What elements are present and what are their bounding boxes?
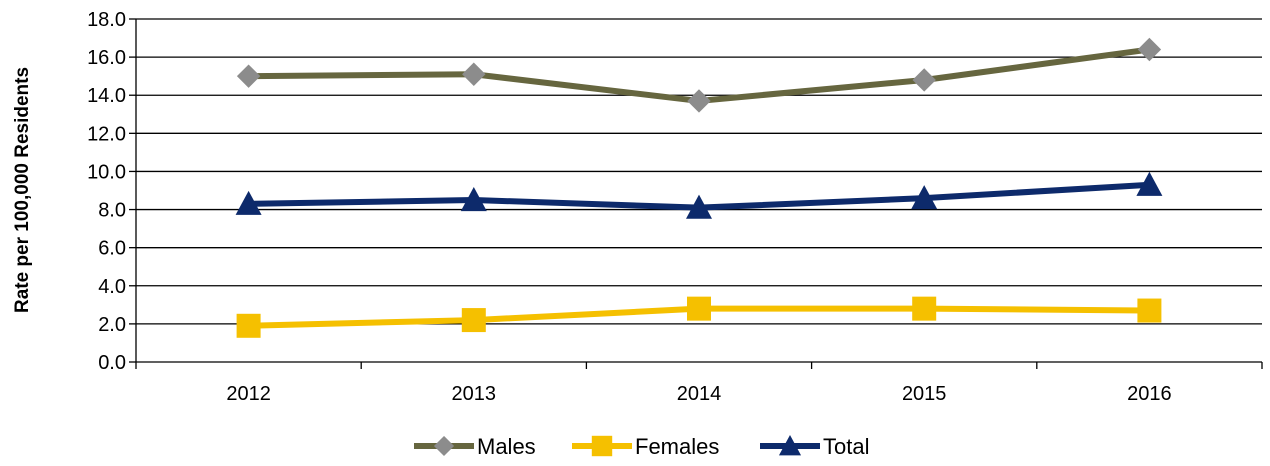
y-tick-labels: 0.0 2.0 4.0 6.0 8.0 10.0 12.0 14.0 16.0 18.0 xyxy=(87,9,126,374)
y-tick-label: 2.0 xyxy=(98,314,126,336)
legend: Males Females Total xyxy=(414,434,869,459)
y-tick-label: 14.0 xyxy=(87,85,126,107)
x-tick-label: 2013 xyxy=(452,383,497,405)
y-axis-label: Rate per 100,000 Residents xyxy=(12,67,33,313)
axes xyxy=(129,18,1263,369)
data-point xyxy=(462,62,486,86)
x-tick-label: 2016 xyxy=(1127,383,1172,405)
series-females xyxy=(236,296,1162,338)
y-tick-label: 4.0 xyxy=(98,276,126,298)
x-tick-label: 2012 xyxy=(226,383,271,405)
x-tick-labels: 2012 2013 2014 2015 2016 xyxy=(226,383,1171,405)
legend-marker xyxy=(433,435,455,457)
data-point xyxy=(1137,298,1162,323)
data-point xyxy=(236,313,261,338)
y-tick-label: 0.0 xyxy=(98,352,126,374)
y-tick-label: 8.0 xyxy=(98,200,126,222)
legend-item-males: Males xyxy=(414,434,536,459)
y-tick-label: 10.0 xyxy=(87,161,126,183)
legend-item-females: Females xyxy=(572,434,719,459)
legend-marker xyxy=(778,434,802,456)
legend-item-total: Total xyxy=(760,434,869,459)
data-point xyxy=(460,187,487,212)
data-point xyxy=(911,185,938,210)
legend-label: Total xyxy=(823,434,869,459)
data-point xyxy=(687,89,711,113)
data-point xyxy=(1136,171,1163,196)
legend-marker xyxy=(591,435,613,457)
y-tick-label: 12.0 xyxy=(87,123,126,145)
x-tick-label: 2015 xyxy=(902,383,947,405)
series-lines xyxy=(235,37,1163,338)
y-tick-label: 16.0 xyxy=(87,47,126,69)
data-point xyxy=(912,68,936,92)
data-point xyxy=(235,190,262,215)
series-males xyxy=(236,37,1162,113)
data-point xyxy=(1137,37,1162,62)
legend-label: Males xyxy=(477,434,536,459)
series-total xyxy=(235,171,1163,219)
gridlines xyxy=(136,18,1262,325)
data-point xyxy=(912,296,937,321)
y-tick-label: 18.0 xyxy=(87,9,126,31)
data-point xyxy=(686,194,712,219)
x-tick-label: 2014 xyxy=(677,383,722,405)
data-point xyxy=(236,64,261,88)
data-point xyxy=(461,308,486,333)
data-point xyxy=(687,296,711,321)
legend-label: Females xyxy=(635,434,719,459)
y-tick-label: 6.0 xyxy=(98,238,126,260)
